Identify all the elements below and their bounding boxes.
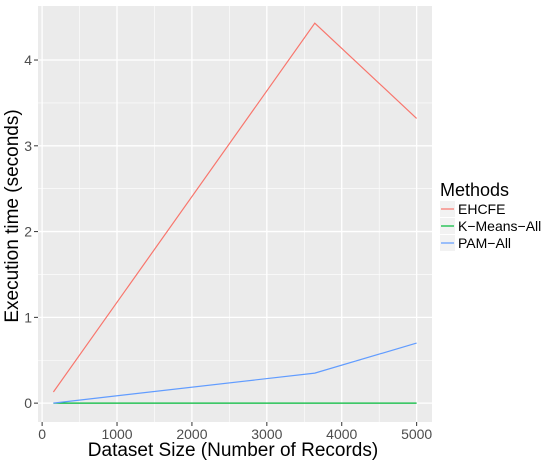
legend-label: EHCFE xyxy=(458,201,505,217)
axes: 0 1000 2000 3000 4000 5000 0 1 2 3 4 xyxy=(24,52,432,442)
x-tick-label: 2000 xyxy=(176,426,207,442)
y-axis-title: Execution time (seconds) xyxy=(2,109,23,322)
y-tick-label: 0 xyxy=(24,395,32,411)
x-tick-label: 1000 xyxy=(101,426,132,442)
y-tick-label: 2 xyxy=(24,224,32,240)
y-tick-label: 1 xyxy=(24,309,32,325)
series-line-1 xyxy=(52,22,418,393)
series-lines xyxy=(52,22,418,404)
legend-label: PAM−All xyxy=(458,235,511,251)
legend-label: K−Means−All xyxy=(458,218,541,234)
plot-panel xyxy=(38,6,432,422)
y-tick-label: 3 xyxy=(24,138,32,154)
x-tick-label: 3000 xyxy=(251,426,282,442)
x-tick-label: 4000 xyxy=(326,426,357,442)
x-tick-label: 0 xyxy=(38,426,46,442)
x-axis-title: Dataset Size (Number of Records) xyxy=(88,440,378,461)
legend-title: Methods xyxy=(440,180,509,200)
x-tick-label: 5000 xyxy=(401,426,432,442)
grid xyxy=(38,6,432,422)
panel-background xyxy=(38,6,432,422)
series-line-3 xyxy=(53,342,417,404)
y-tick-label: 4 xyxy=(24,52,32,68)
